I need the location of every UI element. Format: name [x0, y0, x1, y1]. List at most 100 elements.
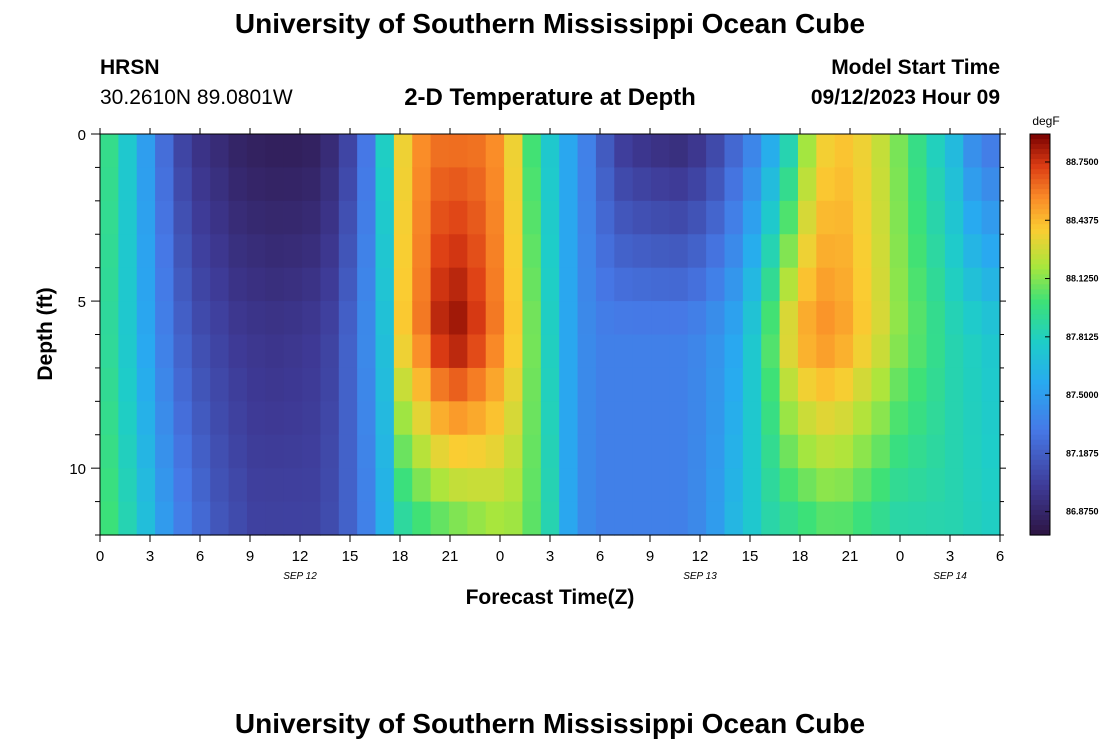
heatmap-cell: [577, 434, 597, 469]
heatmap-cell: [283, 267, 303, 302]
heatmap-cell: [155, 134, 175, 169]
colorbar-segment: [1030, 359, 1050, 366]
heatmap-cell: [779, 501, 799, 536]
heatmap-cell: [485, 234, 505, 269]
heatmap-cell: [706, 301, 726, 336]
heatmap-cell: [632, 401, 652, 436]
colorbar-segment: [1030, 239, 1050, 245]
heatmap-cell: [522, 234, 542, 269]
heatmap-cell: [651, 167, 670, 202]
heatmap-cell: [687, 234, 707, 269]
x-tick-label: 12: [292, 548, 309, 565]
heatmap-cell: [393, 267, 413, 302]
heatmap-cell: [981, 234, 1001, 269]
colorbar-segment: [1030, 159, 1050, 165]
heatmap-cell: [908, 134, 928, 169]
model-start-time: 09/12/2023 Hour 09: [810, 86, 1000, 109]
heatmap-cell: [375, 468, 395, 503]
heatmap-cell: [706, 167, 726, 202]
heatmap-cell: [669, 401, 689, 436]
heatmap-cell: [173, 234, 193, 269]
heatmap-cell: [283, 468, 303, 503]
x-axis: 0 3 6 9 12 15 18 21 0 3 6 9 12 15 18 21 0 3 6 SEP 12 SEP 13 S…: [96, 128, 1004, 582]
heatmap-cell: [375, 234, 395, 269]
heatmap-cell: [761, 367, 781, 402]
heatmap-cell: [136, 267, 156, 302]
colorbar-segment: [1030, 519, 1050, 526]
heatmap-cell: [155, 468, 175, 503]
heatmap-cell: [853, 234, 873, 269]
heatmap-cell: [761, 301, 781, 336]
heatmap-cell: [338, 401, 358, 436]
heatmap-cell: [816, 367, 836, 402]
heatmap-cell: [118, 367, 138, 402]
heatmap-cell: [228, 267, 248, 302]
heatmap-cell: [761, 200, 781, 235]
heatmap-cell: [632, 501, 652, 536]
heatmap-cell: [448, 301, 468, 336]
heatmap-cell: [779, 167, 799, 202]
x-tick-label: 21: [442, 548, 459, 565]
heatmap-cell: [375, 167, 395, 202]
colorbar-segment: [1030, 289, 1050, 295]
heatmap-cell: [283, 301, 303, 336]
heatmap-cell: [595, 468, 615, 503]
heatmap-cell: [871, 134, 891, 169]
heatmap-cell: [595, 334, 615, 369]
heatmap-cell: [687, 434, 707, 469]
heatmap-cell: [706, 401, 726, 436]
heatmap-cell: [761, 501, 781, 536]
colorbar-segment: [1030, 364, 1050, 371]
heatmap-cell: [687, 334, 707, 369]
heatmap-cell: [614, 134, 634, 169]
y-axis: 0 5 10: [69, 127, 1006, 536]
heatmap-cell: [173, 468, 193, 503]
colorbar-segment: [1030, 294, 1050, 301]
heatmap-cell: [559, 401, 579, 436]
heatmap-cell: [265, 301, 285, 336]
heatmap-cell: [338, 234, 358, 269]
heatmap-cell: [559, 334, 579, 369]
heatmap-cell: [485, 301, 505, 336]
heatmap-cell: [540, 401, 560, 436]
heatmap-cell: [687, 367, 707, 402]
heatmap-cell: [944, 167, 964, 202]
heatmap-cell: [963, 468, 983, 503]
x-tick-label: 0: [896, 548, 904, 565]
heatmap-cell: [210, 234, 230, 269]
heatmap-cell: [265, 267, 285, 302]
heatmap-cell: [742, 234, 762, 269]
heatmap-cell: [485, 367, 505, 402]
heatmap-cell: [908, 200, 928, 235]
station-coordinates: 30.2610N 89.0801W: [100, 86, 293, 109]
heatmap-cell: [191, 401, 211, 436]
heatmap-cell: [448, 134, 468, 169]
colorbar-segment: [1030, 414, 1050, 421]
heatmap-cell: [393, 434, 413, 469]
heatmap-cell: [889, 367, 909, 402]
heatmap-cell: [265, 134, 285, 169]
heatmap-cell: [724, 367, 744, 402]
heatmap-cell: [779, 434, 799, 469]
heatmap-cell: [155, 301, 175, 336]
heatmap-cell: [853, 301, 873, 336]
date-label: SEP 14: [933, 571, 967, 582]
heatmap-cell: [908, 468, 928, 503]
heatmap-cell: [485, 334, 505, 369]
heatmap-cell: [191, 234, 211, 269]
colorbar-segment: [1030, 199, 1050, 205]
heatmap-cell: [797, 501, 817, 536]
heatmap-cell: [706, 267, 726, 302]
heatmap-cell: [871, 301, 891, 336]
heatmap-cell: [283, 367, 303, 402]
heatmap-cell: [118, 301, 138, 336]
heatmap-cell: [963, 200, 983, 235]
heatmap-cell: [338, 434, 358, 469]
heatmap-cell: [926, 501, 946, 536]
heatmap-cell: [779, 401, 799, 436]
heatmap-cell: [834, 468, 854, 503]
heatmap-cell: [448, 334, 468, 369]
colorbar-segment: [1030, 304, 1050, 311]
heatmap-cell: [797, 200, 817, 235]
heatmap-cell: [118, 134, 138, 169]
